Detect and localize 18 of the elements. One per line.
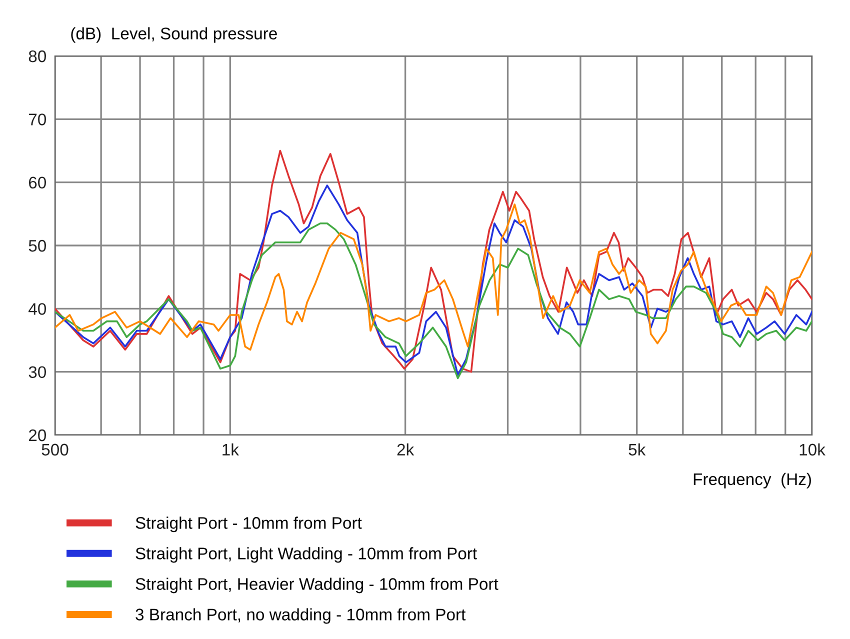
y-tick-label: 70: [28, 114, 46, 126]
y-tick-label: 80: [28, 50, 46, 62]
legend-label: Straight Port - 10mm from Port: [136, 516, 362, 532]
legend-label: 3 Branch Port, no wadding - 10mm from Port: [136, 608, 466, 624]
y-tick-label: 40: [28, 303, 46, 315]
y-axis-title: (dB) Level, Sound pressure: [71, 27, 277, 43]
y-tick-label: 60: [28, 176, 46, 189]
x-tick-label: 500: [42, 444, 68, 456]
x-tick-label: 5k: [628, 443, 646, 456]
x-tick-label: 10k: [800, 443, 826, 456]
legend-label: Straight Port, Heavier Wadding - 10mm from Port: [136, 578, 498, 594]
legend-label: Straight Port, Light Wadding - 10mm from Port: [136, 547, 477, 563]
y-tick-label: 20: [28, 429, 46, 442]
x-axis-title: Frequency (Hz): [694, 472, 811, 488]
x-tick-label: 1k: [222, 443, 239, 456]
x-tick-label: 2k: [397, 443, 414, 456]
y-tick-label: 50: [28, 240, 46, 252]
y-tick-label: 30: [28, 366, 46, 378]
